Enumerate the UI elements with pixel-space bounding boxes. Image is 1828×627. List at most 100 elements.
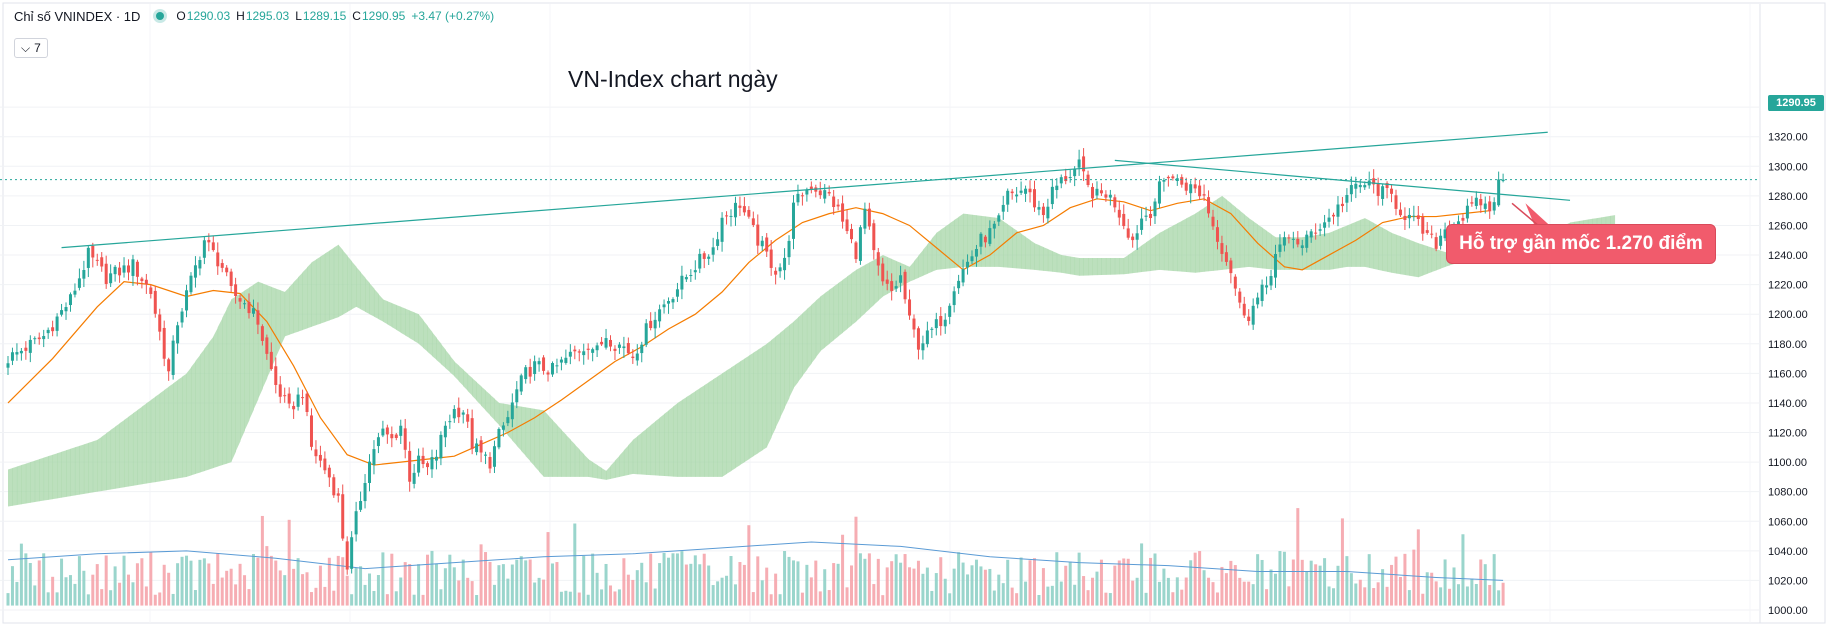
cloud-bullish-segment	[1016, 230, 1022, 269]
volume-bar	[501, 564, 505, 606]
volume-bar	[323, 586, 327, 606]
candle-down	[1032, 189, 1036, 208]
volume-bar	[586, 594, 590, 606]
cloud-bullish-segment	[601, 468, 607, 480]
cloud-bullish-segment	[494, 398, 500, 426]
cloud-bullish-segment	[338, 244, 344, 318]
candle-up	[434, 456, 438, 461]
candle-down	[211, 242, 215, 251]
ma-line	[7, 198, 1490, 466]
cloud-bullish-segment	[1114, 257, 1120, 275]
volume-bar	[82, 570, 86, 606]
volume-bar	[577, 592, 581, 606]
volume-bar	[1273, 573, 1277, 606]
candle-up	[823, 190, 827, 199]
price-axis[interactable]: 1340.001320.001300.001280.001260.001240.…	[1768, 102, 1808, 617]
candle-down	[1207, 197, 1211, 214]
candle-down	[479, 440, 483, 453]
volume-bar	[33, 585, 37, 606]
candle-down	[265, 337, 269, 354]
volume-bar	[211, 583, 215, 606]
volume-bar	[568, 591, 572, 606]
cloud-bullish-segment	[847, 273, 852, 329]
candle-up	[448, 421, 452, 423]
candle-up	[243, 303, 247, 305]
volume-bar	[1309, 560, 1313, 606]
cloud-bullish-segment	[351, 261, 357, 310]
volume-bar	[1456, 584, 1460, 606]
cloud-bullish-segment	[1244, 214, 1250, 268]
cloud-bullish-segment	[1262, 227, 1267, 269]
cloud-bullish-segment	[431, 331, 437, 361]
volume-bar	[595, 572, 599, 606]
volume-bar	[983, 569, 987, 606]
cloud-bullish-segment	[159, 389, 165, 482]
cloud-bullish-segment	[672, 402, 678, 477]
candle-up	[82, 270, 86, 279]
cloud-bullish-segment	[1195, 210, 1201, 273]
volume-ma	[7, 541, 1504, 581]
candle-down	[1171, 176, 1175, 179]
candle-down	[631, 356, 635, 359]
candle-down	[742, 206, 746, 213]
volume-bar	[778, 594, 782, 606]
candle-up	[6, 363, 10, 368]
volume-bar	[131, 582, 135, 606]
cloud-bullish-segment	[240, 290, 245, 442]
cloud-bullish-segment	[1172, 223, 1178, 272]
volume-bar	[260, 515, 264, 606]
candle-down	[1238, 291, 1242, 303]
cloud-bullish-segment	[1146, 239, 1151, 272]
cloud-bullish-segment	[521, 406, 527, 457]
candle-down	[1220, 243, 1224, 254]
candle-up	[778, 267, 782, 272]
candle-up	[1077, 159, 1081, 168]
cloud-bullish-segment	[744, 355, 750, 463]
cloud-bullish-segment	[12, 466, 18, 506]
volume-bar	[876, 558, 880, 606]
volume-bar	[1470, 578, 1474, 606]
high-value: 1295.03	[245, 9, 290, 23]
price-axis-tick: 1080.00	[1768, 487, 1808, 499]
cloud-bullish-segment	[472, 378, 478, 401]
candle-down	[278, 384, 282, 397]
price-axis-tick: 1220.00	[1768, 280, 1808, 292]
cloud-bullish-segment	[1123, 254, 1129, 275]
volume-bar	[1224, 573, 1228, 606]
volume-bar	[37, 560, 41, 606]
volume-bar	[765, 567, 769, 606]
volume-bar	[122, 555, 126, 606]
cloud-bullish-segment	[583, 454, 589, 477]
candle-up	[787, 240, 791, 258]
volume-bar	[640, 562, 644, 606]
candle-down	[613, 348, 617, 351]
chart-annotation-title: VN-Index chart ngày	[568, 66, 778, 92]
volume-bar	[64, 577, 68, 606]
volume-bar	[671, 553, 675, 606]
cloud-bullish-segment	[628, 439, 634, 475]
cloud-bullish-segment	[708, 379, 714, 477]
volume-bar	[1055, 552, 1059, 606]
volume-bar	[858, 553, 862, 606]
candle-down	[573, 349, 577, 352]
candle-up	[622, 346, 626, 349]
volume-bar	[1323, 558, 1327, 606]
volume-bar	[24, 553, 28, 606]
candle-up	[1108, 194, 1112, 198]
volume-bar	[171, 593, 175, 606]
indicators-toggle-button[interactable]: ⌵ 7	[14, 38, 48, 58]
volume-bar	[430, 550, 434, 606]
volume-bar	[894, 554, 898, 606]
candle-up	[899, 275, 903, 283]
cloud-bullish-segment	[1337, 227, 1343, 269]
cloud-bullish-segment	[226, 299, 232, 464]
cloud-bullish-segment	[855, 267, 861, 322]
cloud-bullish-segment	[1257, 224, 1263, 269]
candle-down	[104, 263, 108, 284]
volume-bar	[153, 594, 157, 606]
volume-bar	[675, 553, 679, 606]
cloud-bullish-segment	[726, 367, 732, 474]
symbol-label[interactable]: Chỉ số VNINDEX · 1D	[14, 8, 141, 24]
